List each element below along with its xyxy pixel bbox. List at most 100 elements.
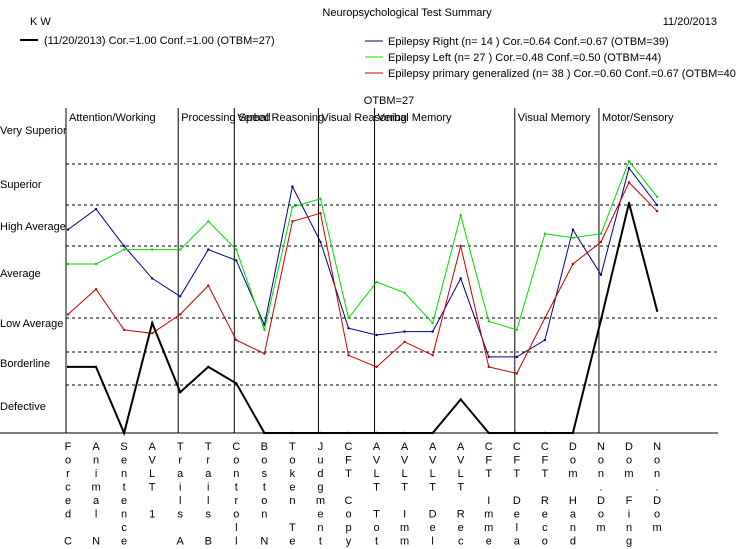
series-3-point-4 <box>179 313 182 316</box>
x-label-15-char: e <box>486 536 492 548</box>
series-lines <box>66 160 659 437</box>
series-0-point-4 <box>179 391 182 394</box>
x-label-9-char: J <box>318 441 324 453</box>
x-label-6-char: t <box>235 482 238 494</box>
x-label-14-char: e <box>458 522 464 534</box>
x-label-5-char: B <box>205 536 212 548</box>
x-label-1-char: N <box>92 536 100 548</box>
series-1-point-15 <box>487 355 490 359</box>
x-label-3-char: A <box>148 441 156 453</box>
x-label-0-char: e <box>65 495 71 507</box>
x-label-16-char: D <box>513 495 521 507</box>
series-0-point-7 <box>263 431 266 435</box>
series-3-point-7 <box>263 352 266 355</box>
series-1-point-6 <box>235 259 238 262</box>
otbm-label: OTBM=27 <box>364 95 414 107</box>
domain-label-4: Verbal Memory <box>378 112 452 124</box>
x-label-7-char: s <box>262 468 268 480</box>
y-label-2: Low Average <box>0 318 63 330</box>
x-label-9-char: u <box>317 455 323 467</box>
report-date: 11/20/2013 <box>663 16 717 28</box>
x-label-15-char: C <box>485 441 493 453</box>
x-label-0-char: d <box>65 509 71 521</box>
series-3-point-6 <box>235 338 238 342</box>
legend-label-patient: (11/20/2013) Cor.=1.00 Conf.=1.00 (OTBM=… <box>44 35 275 47</box>
x-label-14-char: R <box>457 509 465 521</box>
series-3-point-3 <box>150 332 154 335</box>
x-label-18-char: m <box>568 468 577 480</box>
x-label-7-char: n <box>261 509 267 521</box>
x-label-4-char: i <box>179 482 181 494</box>
series-1-point-11 <box>375 333 378 337</box>
x-label-1-char: A <box>92 441 100 453</box>
x-label-2-char: S <box>120 441 127 453</box>
series-1-point-21 <box>655 203 659 207</box>
series-1-point-13 <box>431 330 434 333</box>
x-label-12-char: I <box>403 509 406 521</box>
x-label-5-char: l <box>207 495 209 507</box>
series-0-point-15 <box>487 431 490 435</box>
series-2-point-4 <box>179 248 182 251</box>
series-line-0 <box>68 202 659 437</box>
y-label-1: Borderline <box>0 358 50 370</box>
x-label-16-char: e <box>514 509 520 521</box>
series-3-point-0 <box>66 313 70 316</box>
patient-initials: K W <box>30 16 51 28</box>
x-label-14-char: L <box>458 468 464 480</box>
x-label-19-char: m <box>596 522 605 534</box>
x-label-11-char: T <box>373 482 380 494</box>
x-label-18-char: n <box>570 522 576 534</box>
x-label-19-char: o <box>598 509 604 521</box>
x-label-9-char: g <box>317 482 323 494</box>
series-3-point-14 <box>459 244 462 248</box>
x-label-13-char: D <box>429 509 437 521</box>
series-3-point-16 <box>515 372 518 375</box>
x-label-18-char: o <box>570 455 576 467</box>
legend-label-epilepsy-generalized: Epilepsy primary generalized (n= 38 ) Co… <box>388 68 736 80</box>
x-label-4-char: A <box>177 536 185 548</box>
series-1-point-8 <box>291 185 294 188</box>
x-label-21-char: n <box>654 468 660 480</box>
x-label-21-char: o <box>654 455 660 467</box>
x-label-19: Non.Dom <box>596 441 605 534</box>
x-label-7-char: t <box>263 482 266 494</box>
x-label-20-char: F <box>626 495 633 507</box>
domain-dividers <box>65 108 600 433</box>
domain-label-2: Verbal Reasoning <box>237 112 324 124</box>
x-label-17-char: o <box>542 536 548 548</box>
x-label-0-char: c <box>65 482 71 494</box>
series-0-point-0 <box>66 365 70 369</box>
series-0-point-9 <box>319 431 322 435</box>
series-1-point-20 <box>627 166 631 170</box>
x-label-17-char: e <box>542 509 548 521</box>
x-label-5-char: s <box>206 509 212 521</box>
series-2-point-9 <box>319 197 322 201</box>
series-3-point-13 <box>431 354 434 357</box>
x-label-7-char: o <box>261 495 267 507</box>
x-label-15-char: I <box>487 495 490 507</box>
domain-label-5: Visual Memory <box>518 112 591 124</box>
x-label-11-char: A <box>373 441 381 453</box>
series-3-point-15 <box>487 365 490 369</box>
x-label-16-char: a <box>514 536 521 548</box>
series-0-point-11 <box>375 431 378 435</box>
x-label-15-char: F <box>485 455 492 467</box>
series-1-point-5 <box>207 248 210 251</box>
x-label-7-char: o <box>261 455 267 467</box>
domain-labels: Attention/Working Processing SpeedVerbal … <box>69 112 674 124</box>
x-label-7-char: B <box>261 441 268 453</box>
x-label-13-char: e <box>430 522 436 534</box>
x-label-20-char: g <box>626 536 632 548</box>
chart-title: Neuropsychological Test Summary <box>322 7 492 19</box>
x-label-11-char: T <box>373 509 380 521</box>
x-label-4-char: a <box>177 468 184 480</box>
series-3-point-11 <box>375 365 378 369</box>
x-label-13-char: A <box>429 441 437 453</box>
x-label-21-char: m <box>652 522 661 534</box>
x-label-9-char: n <box>317 522 323 534</box>
y-label-6: Very Superior <box>0 125 67 137</box>
